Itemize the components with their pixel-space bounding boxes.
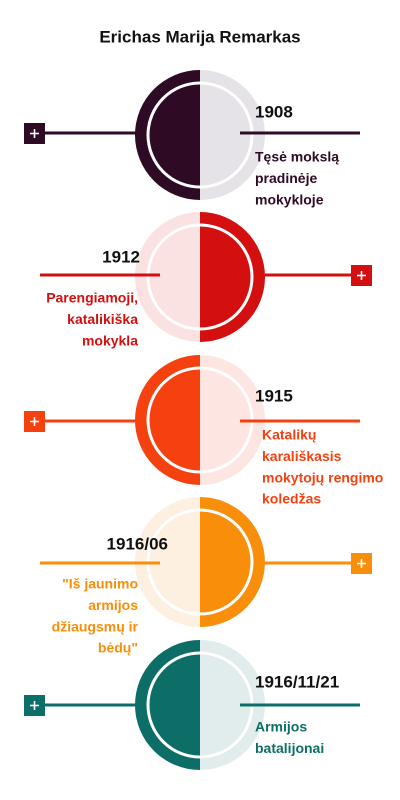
circle-right-half [200, 70, 265, 200]
circle-left-half [135, 70, 200, 200]
event-text: armijos [88, 597, 138, 613]
event-text: batalijonai [255, 740, 324, 756]
event-text: bėdų" [98, 640, 138, 656]
event-text: džiaugsmų ir [52, 618, 139, 634]
event-text: Katalikų [262, 427, 316, 443]
circle-left-half [135, 497, 200, 627]
circle-left-half [135, 212, 200, 342]
circle-right-half [200, 355, 265, 485]
circle-right-half [200, 497, 265, 627]
page-title: Erichas Marija Remarkas [99, 27, 300, 46]
circle-left-half [135, 355, 200, 485]
event-year: 1908 [255, 102, 293, 121]
event-text: koledžas [262, 491, 321, 507]
event-text: mokykloje [255, 191, 324, 207]
event-text: Parengiamoji, [46, 290, 138, 306]
event-year: 1916/06 [107, 534, 168, 553]
circle-ring [146, 81, 254, 189]
event-text: karališkasis [262, 448, 342, 464]
event-text: Armijos [255, 719, 307, 735]
event-text: mokytojų rengimo [262, 469, 383, 485]
circle-ring [146, 223, 254, 331]
event-text: "Iš jaunimo [62, 576, 138, 592]
circle-right-half [200, 212, 265, 342]
circle-right-half [200, 640, 265, 770]
event-text: pradinėje [255, 170, 317, 186]
event-year: 1912 [102, 247, 140, 266]
circle-left-half [135, 640, 200, 770]
event-text: katalikiška [67, 311, 138, 327]
event-text: mokykla [82, 332, 138, 348]
event-year: 1916/11/21 [255, 672, 339, 691]
event-text: Tęsė mokslą [255, 149, 339, 165]
event-year: 1915 [255, 386, 293, 405]
